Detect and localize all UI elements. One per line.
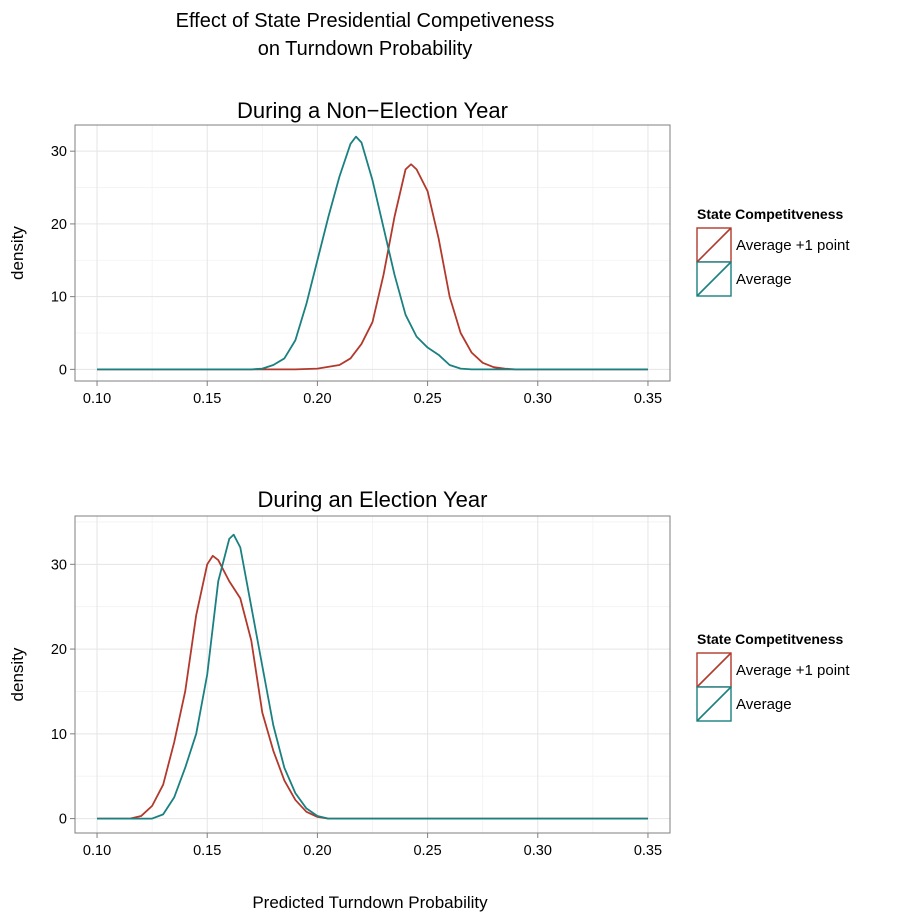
x-tick-label: 0.30 [524, 843, 552, 859]
legend-key-line [696, 686, 732, 722]
legend-label: Average +1 point [736, 237, 850, 254]
grid [75, 125, 670, 381]
panel-non-election-year: During a Non−Election Year 0.10 0.15 0.20 0.… [8, 98, 850, 407]
x-tick-label: 0.10 [83, 843, 111, 859]
legend-key [696, 261, 732, 297]
figure-title-line-2: on Turndown Probability [258, 38, 473, 60]
x-tick-label: 0.35 [634, 391, 662, 407]
legend-key [696, 652, 732, 688]
figure-title-line-1: Effect of State Presidential Competivene… [176, 10, 555, 32]
x-tick-label: 0.35 [634, 843, 662, 859]
panel-title: During a Non−Election Year [237, 98, 508, 123]
legend-title: State Competitveness [697, 206, 843, 222]
density-line-average-1-point [97, 554, 648, 820]
y-tick-label: 20 [51, 642, 67, 658]
grid [75, 516, 670, 833]
panel-border [74, 515, 671, 834]
legend: State Competitveness Average +1 point Aver… [696, 206, 850, 297]
y-tick-label: 10 [51, 290, 67, 306]
y-tick-label: 20 [51, 217, 67, 233]
legend-key [696, 686, 732, 722]
legend-title: State Competitveness [697, 631, 843, 647]
legend-key-line [696, 261, 732, 297]
legend-label: Average [736, 696, 792, 713]
y-tick-label: 30 [51, 144, 67, 160]
x-tick-label: 0.10 [83, 391, 111, 407]
y-tick-label: 30 [51, 557, 67, 573]
legend-key [696, 227, 732, 263]
y-tick-label: 0 [59, 812, 67, 828]
y-tick-label: 10 [51, 727, 67, 743]
x-tick-label: 0.20 [303, 843, 331, 859]
x-tick-label: 0.25 [413, 391, 441, 407]
legend-label: Average +1 point [736, 662, 850, 679]
x-tick-label: 0.15 [193, 843, 221, 859]
x-tick-label: 0.20 [303, 391, 331, 407]
density-line-average [97, 533, 648, 820]
density-line-average-1-point [97, 163, 648, 371]
panel-title: During an Election Year [258, 487, 488, 512]
x-tick-label: 0.30 [524, 391, 552, 407]
y-axis-label: density [8, 226, 27, 280]
panel-election-year: During an Election Year 0.10 0.15 0.20 0.25 0… [8, 487, 850, 859]
y-tick-label: 0 [59, 362, 67, 378]
legend: State Competitveness Average +1 point Aver… [696, 631, 850, 722]
legend-key-line [696, 227, 732, 263]
legend-key-line [696, 652, 732, 688]
y-axis-label: density [8, 647, 27, 701]
x-tick-label: 0.15 [193, 391, 221, 407]
x-axis-label: Predicted Turndown Probability [252, 893, 488, 912]
x-tick-label: 0.25 [413, 843, 441, 859]
legend-label: Average [736, 271, 792, 288]
panel-border [74, 124, 671, 382]
density-line-average [97, 135, 648, 371]
